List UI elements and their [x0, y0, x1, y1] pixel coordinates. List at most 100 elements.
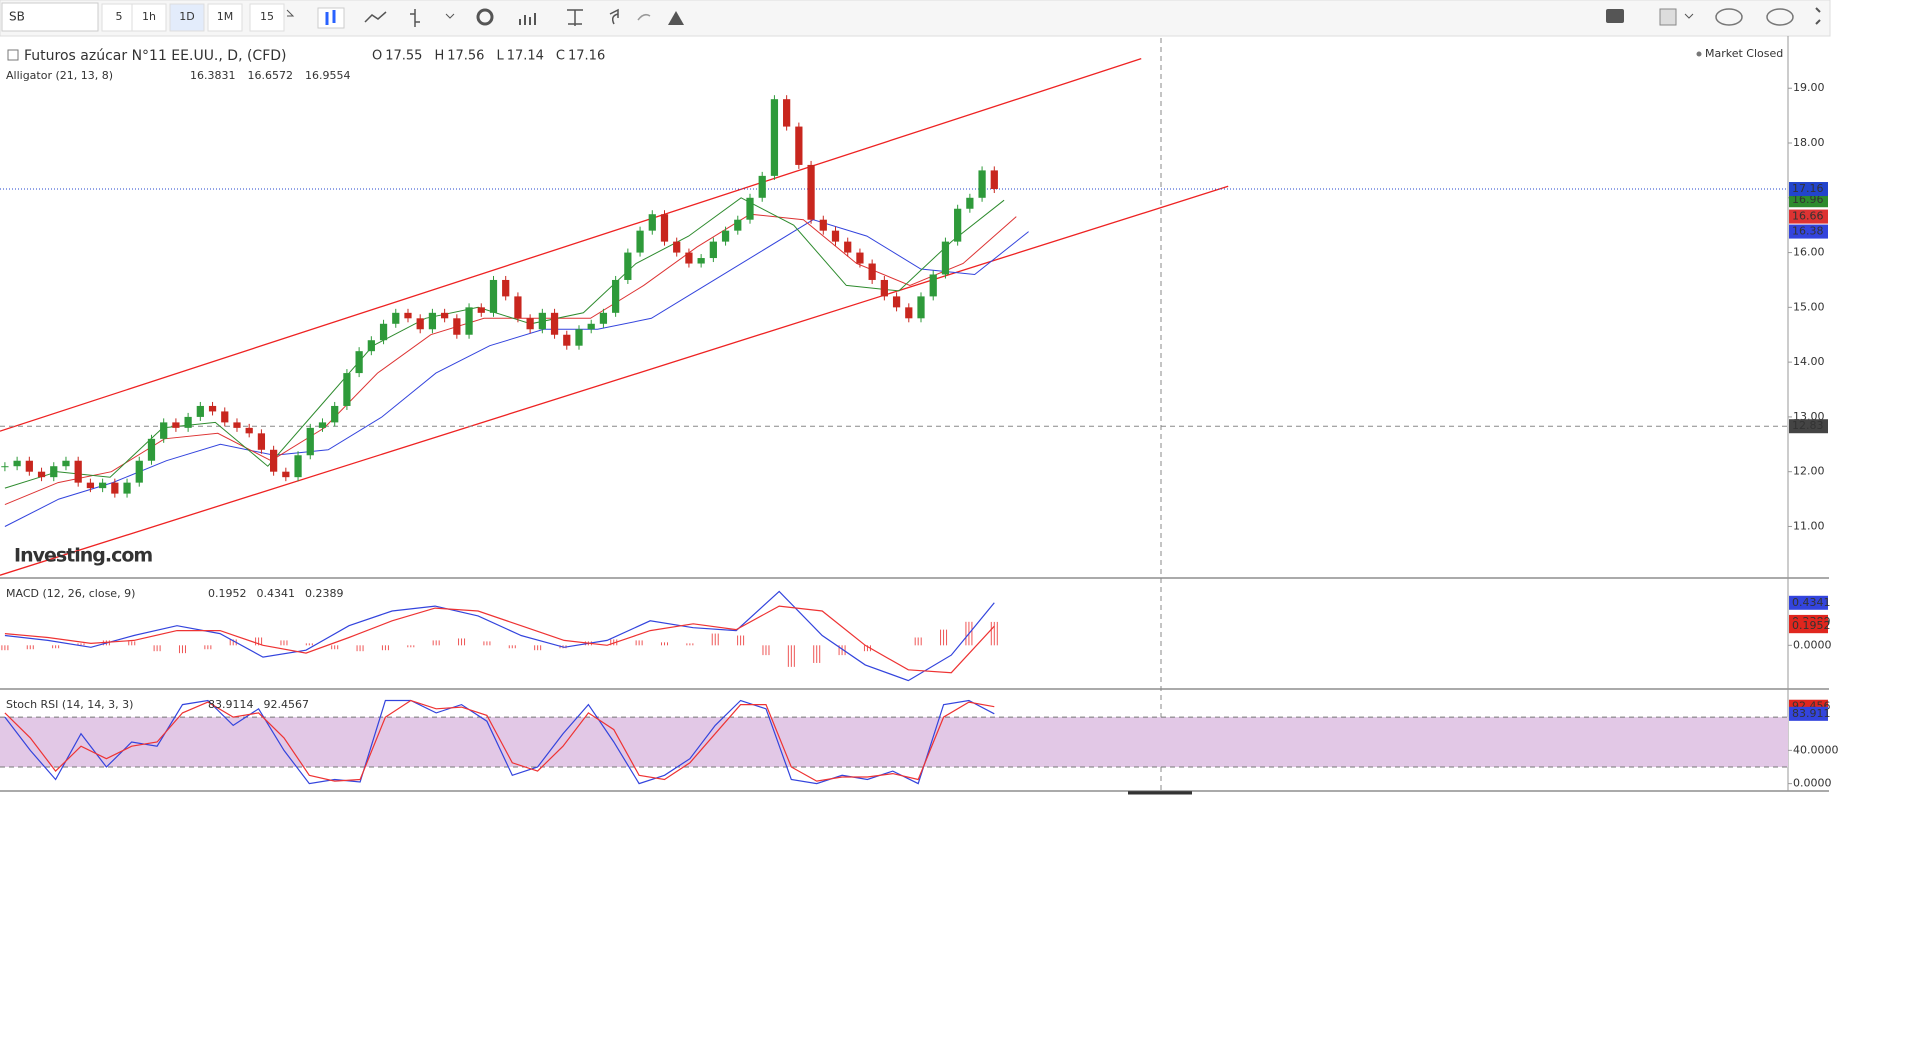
legend-value: 0.2389 [305, 587, 344, 600]
undo-icon[interactable] [609, 8, 619, 25]
candle [880, 279, 888, 297]
candles-button[interactable] [317, 7, 345, 29]
candle [147, 438, 156, 461]
candle [208, 405, 217, 412]
candle [697, 258, 705, 264]
dropdown-icon[interactable] [445, 13, 455, 19]
ohlc-legend: O 17.55 H 17.56 L 17.14 C 17.16 [372, 49, 605, 64]
screenshot-icon[interactable] [1606, 9, 1624, 23]
candle [929, 274, 937, 297]
interval-label: 1D [179, 10, 194, 23]
indicator-tag-bg [1789, 193, 1828, 208]
candle [245, 427, 253, 434]
candle [257, 433, 266, 450]
candle [123, 482, 131, 494]
indicators-icon[interactable] [364, 11, 387, 23]
candle [526, 318, 534, 330]
indicator-tag-bg [1789, 209, 1828, 224]
candle [831, 230, 840, 242]
drawing-icon[interactable] [410, 9, 420, 27]
candle [612, 279, 620, 313]
interval-label: 1M [217, 10, 234, 23]
stoch-tag: 83.911 [1792, 707, 1831, 720]
candle [428, 312, 437, 330]
compare-icon[interactable] [567, 9, 583, 26]
candle [282, 471, 290, 478]
interval-button[interactable] [249, 3, 285, 32]
macd-tag-bg [1789, 595, 1828, 610]
ohlc-key: H [434, 49, 444, 64]
candles-icon [325, 10, 336, 25]
redo-icon[interactable] [637, 13, 651, 21]
stoch-line [4, 699, 995, 782]
candle [807, 164, 815, 220]
candle [990, 170, 998, 190]
candle [770, 99, 779, 176]
interval-button[interactable] [207, 3, 243, 32]
candle [343, 373, 351, 406]
candle [379, 323, 388, 341]
indicator-tag: 16.38 [1792, 225, 1824, 238]
studies-icon[interactable] [519, 13, 536, 25]
candle [685, 252, 693, 264]
alert-icon[interactable] [668, 11, 684, 25]
candle [844, 241, 852, 253]
candle [917, 296, 925, 319]
save-icon[interactable] [1766, 8, 1794, 26]
candle [954, 208, 962, 242]
candle [1, 466, 9, 468]
candle [563, 334, 571, 346]
market-status: Market Closed [1705, 47, 1783, 60]
symbol: SB [9, 10, 25, 24]
interval-label: 5 [116, 10, 123, 23]
price-tag-bg [1789, 182, 1828, 197]
interval-button[interactable] [101, 3, 137, 32]
candle [746, 197, 754, 220]
candle [86, 482, 95, 489]
macd-line [4, 590, 995, 682]
candle [905, 307, 913, 319]
fullscreen-icon[interactable] [1815, 7, 1821, 25]
y-tick-label: 40.0000 [1793, 743, 1839, 756]
layout-button[interactable] [1659, 8, 1677, 26]
candle [453, 318, 461, 335]
y-tick-label: 16.00 [1793, 246, 1825, 259]
candle [392, 312, 400, 324]
symbol-input[interactable] [1, 2, 99, 32]
y-tick-label: 0.0000 [1793, 777, 1832, 790]
candle [98, 482, 107, 489]
y-tick-label: 19.00 [1793, 81, 1825, 94]
candle [514, 296, 522, 319]
channel-line [0, 185, 1229, 576]
dropdown-icon[interactable] [1684, 13, 1694, 19]
candle [636, 230, 644, 253]
candle [135, 460, 143, 483]
dropdown-icon[interactable] [286, 9, 295, 17]
signal-tag-bg [1789, 619, 1828, 634]
interval-button[interactable] [131, 3, 167, 32]
candle [477, 307, 485, 313]
candle [538, 312, 546, 330]
ohlc-value: 17.14 [507, 49, 544, 64]
candle [575, 329, 583, 346]
y-tick-label: 12.00 [1793, 465, 1825, 478]
candle [160, 422, 168, 439]
candle [660, 214, 669, 242]
candle [25, 460, 33, 472]
collapse-icon[interactable] [7, 49, 19, 61]
candle [819, 219, 827, 231]
signal-tag: 0.1952 [1792, 619, 1831, 632]
load-icon[interactable] [1715, 8, 1743, 26]
interval-button[interactable] [169, 3, 205, 32]
candle [795, 126, 803, 165]
candle [587, 323, 595, 330]
candle [648, 214, 656, 231]
ohlc-key: C [556, 49, 565, 64]
chart-title: Futuros azúcar N°11 EE.UU., D, (CFD) [24, 48, 287, 64]
legend-value: 16.9554 [305, 69, 351, 82]
candle [550, 312, 559, 335]
settings-icon[interactable] [476, 8, 494, 26]
candle [465, 307, 473, 335]
